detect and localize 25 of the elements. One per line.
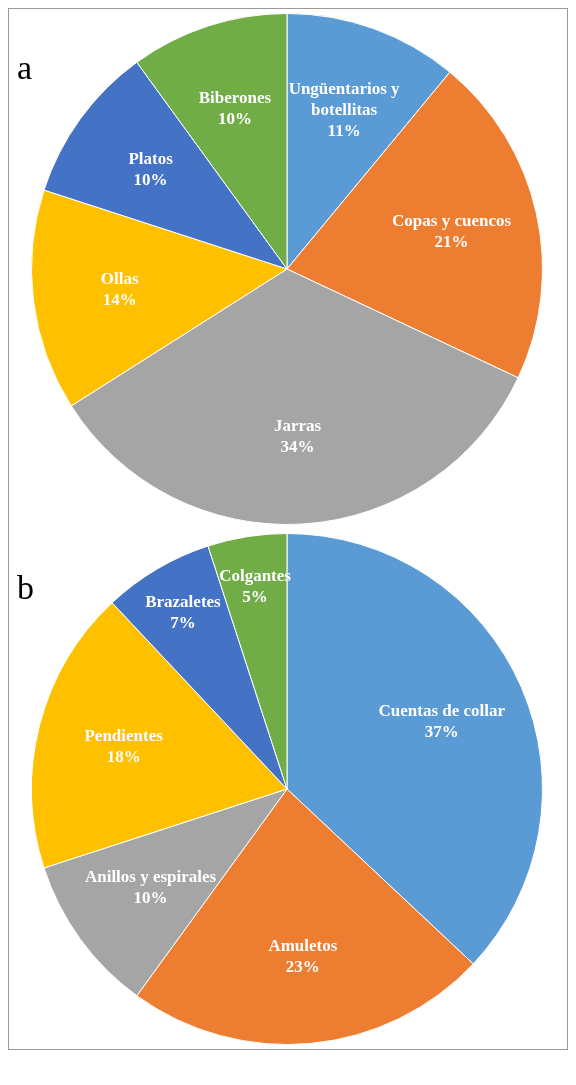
data-label: 11% bbox=[327, 120, 361, 140]
data-label: 10% bbox=[133, 888, 168, 908]
data-label: 18% bbox=[106, 746, 141, 766]
data-label: 21% bbox=[434, 232, 469, 252]
slice-label: Pendientes bbox=[84, 725, 164, 745]
data-label: 34% bbox=[280, 437, 315, 457]
slice-label: Anillos y espirales bbox=[84, 867, 217, 887]
slice-label: Ungüentarios y botellitas bbox=[288, 78, 401, 119]
text: b bbox=[17, 569, 34, 607]
slice-label: Copas y cuencos bbox=[392, 211, 512, 231]
slice-label: Amuletos bbox=[268, 935, 338, 955]
data-label: 23% bbox=[285, 956, 320, 976]
data-label: 7% bbox=[170, 612, 196, 632]
slice-label: Biberones bbox=[198, 87, 272, 107]
slice-label: Platos bbox=[128, 148, 174, 168]
data-label: 10% bbox=[133, 169, 168, 189]
slice-label: Brazaletes bbox=[145, 591, 222, 611]
data-label: 5% bbox=[242, 587, 268, 607]
data-label: 10% bbox=[217, 108, 252, 128]
text: a bbox=[17, 49, 33, 87]
data-label: 37% bbox=[424, 721, 459, 741]
slice-label: Ollas bbox=[100, 269, 139, 289]
data-label: 14% bbox=[102, 290, 137, 310]
slice-label: Cuentas de collar bbox=[378, 700, 506, 720]
slice-label: Jarras bbox=[273, 416, 322, 436]
